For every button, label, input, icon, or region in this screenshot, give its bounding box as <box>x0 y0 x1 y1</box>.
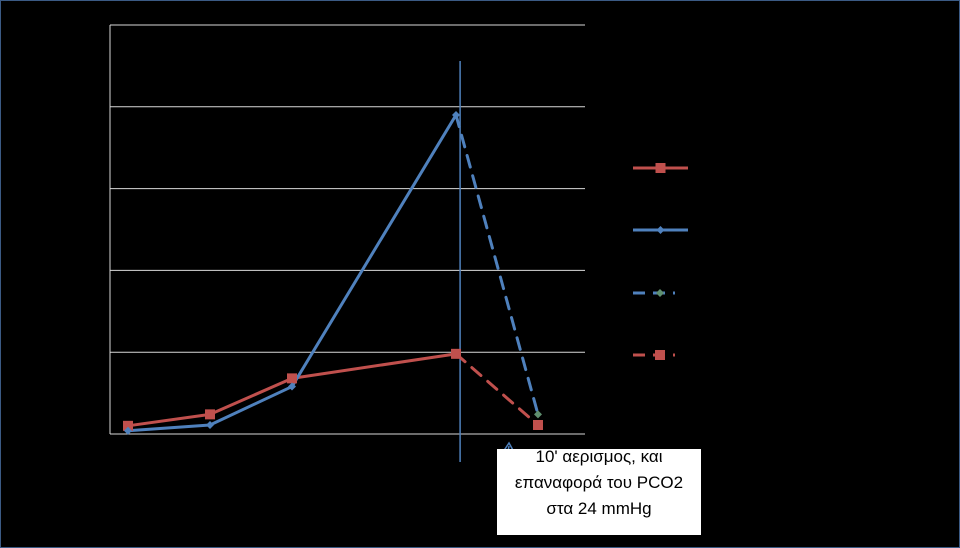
legend-key-marker-blue-dashed <box>656 289 664 297</box>
series-line-red-solid <box>126 352 458 428</box>
legend-key-marker-red-dashed <box>655 350 665 360</box>
series-line-red-dashed <box>454 352 540 427</box>
data-point-blue-solid-3 <box>452 110 460 119</box>
series-markers <box>123 110 543 435</box>
data-point-red-solid-0 <box>123 420 133 431</box>
data-point-red-dashed-1 <box>533 420 543 431</box>
annotation-text: 10' αερισμος, και επαναφορά του PCO2 στα… <box>514 449 684 518</box>
data-point-red-solid-2 <box>287 373 297 384</box>
legend-key-marker-blue-solid <box>656 226 665 234</box>
gridlines <box>110 24 585 353</box>
annotation-callout: 10' αερισμος, και επαναφορά του PCO2 στα… <box>497 449 701 535</box>
plot-axes <box>109 25 585 462</box>
data-point-red-solid-3 <box>451 348 461 359</box>
series-line-blue-dashed <box>454 113 540 416</box>
data-point-blue-solid-2 <box>288 382 296 391</box>
series-line-blue-solid <box>126 113 458 433</box>
data-point-blue-dashed-1 <box>534 410 542 419</box>
legend <box>633 163 688 360</box>
legend-key-marker-red-solid <box>655 163 666 173</box>
data-point-red-solid-1 <box>205 409 215 420</box>
data-point-blue-solid-0 <box>124 426 132 435</box>
data-point-blue-solid-1 <box>206 421 214 430</box>
series-lines <box>126 113 540 433</box>
